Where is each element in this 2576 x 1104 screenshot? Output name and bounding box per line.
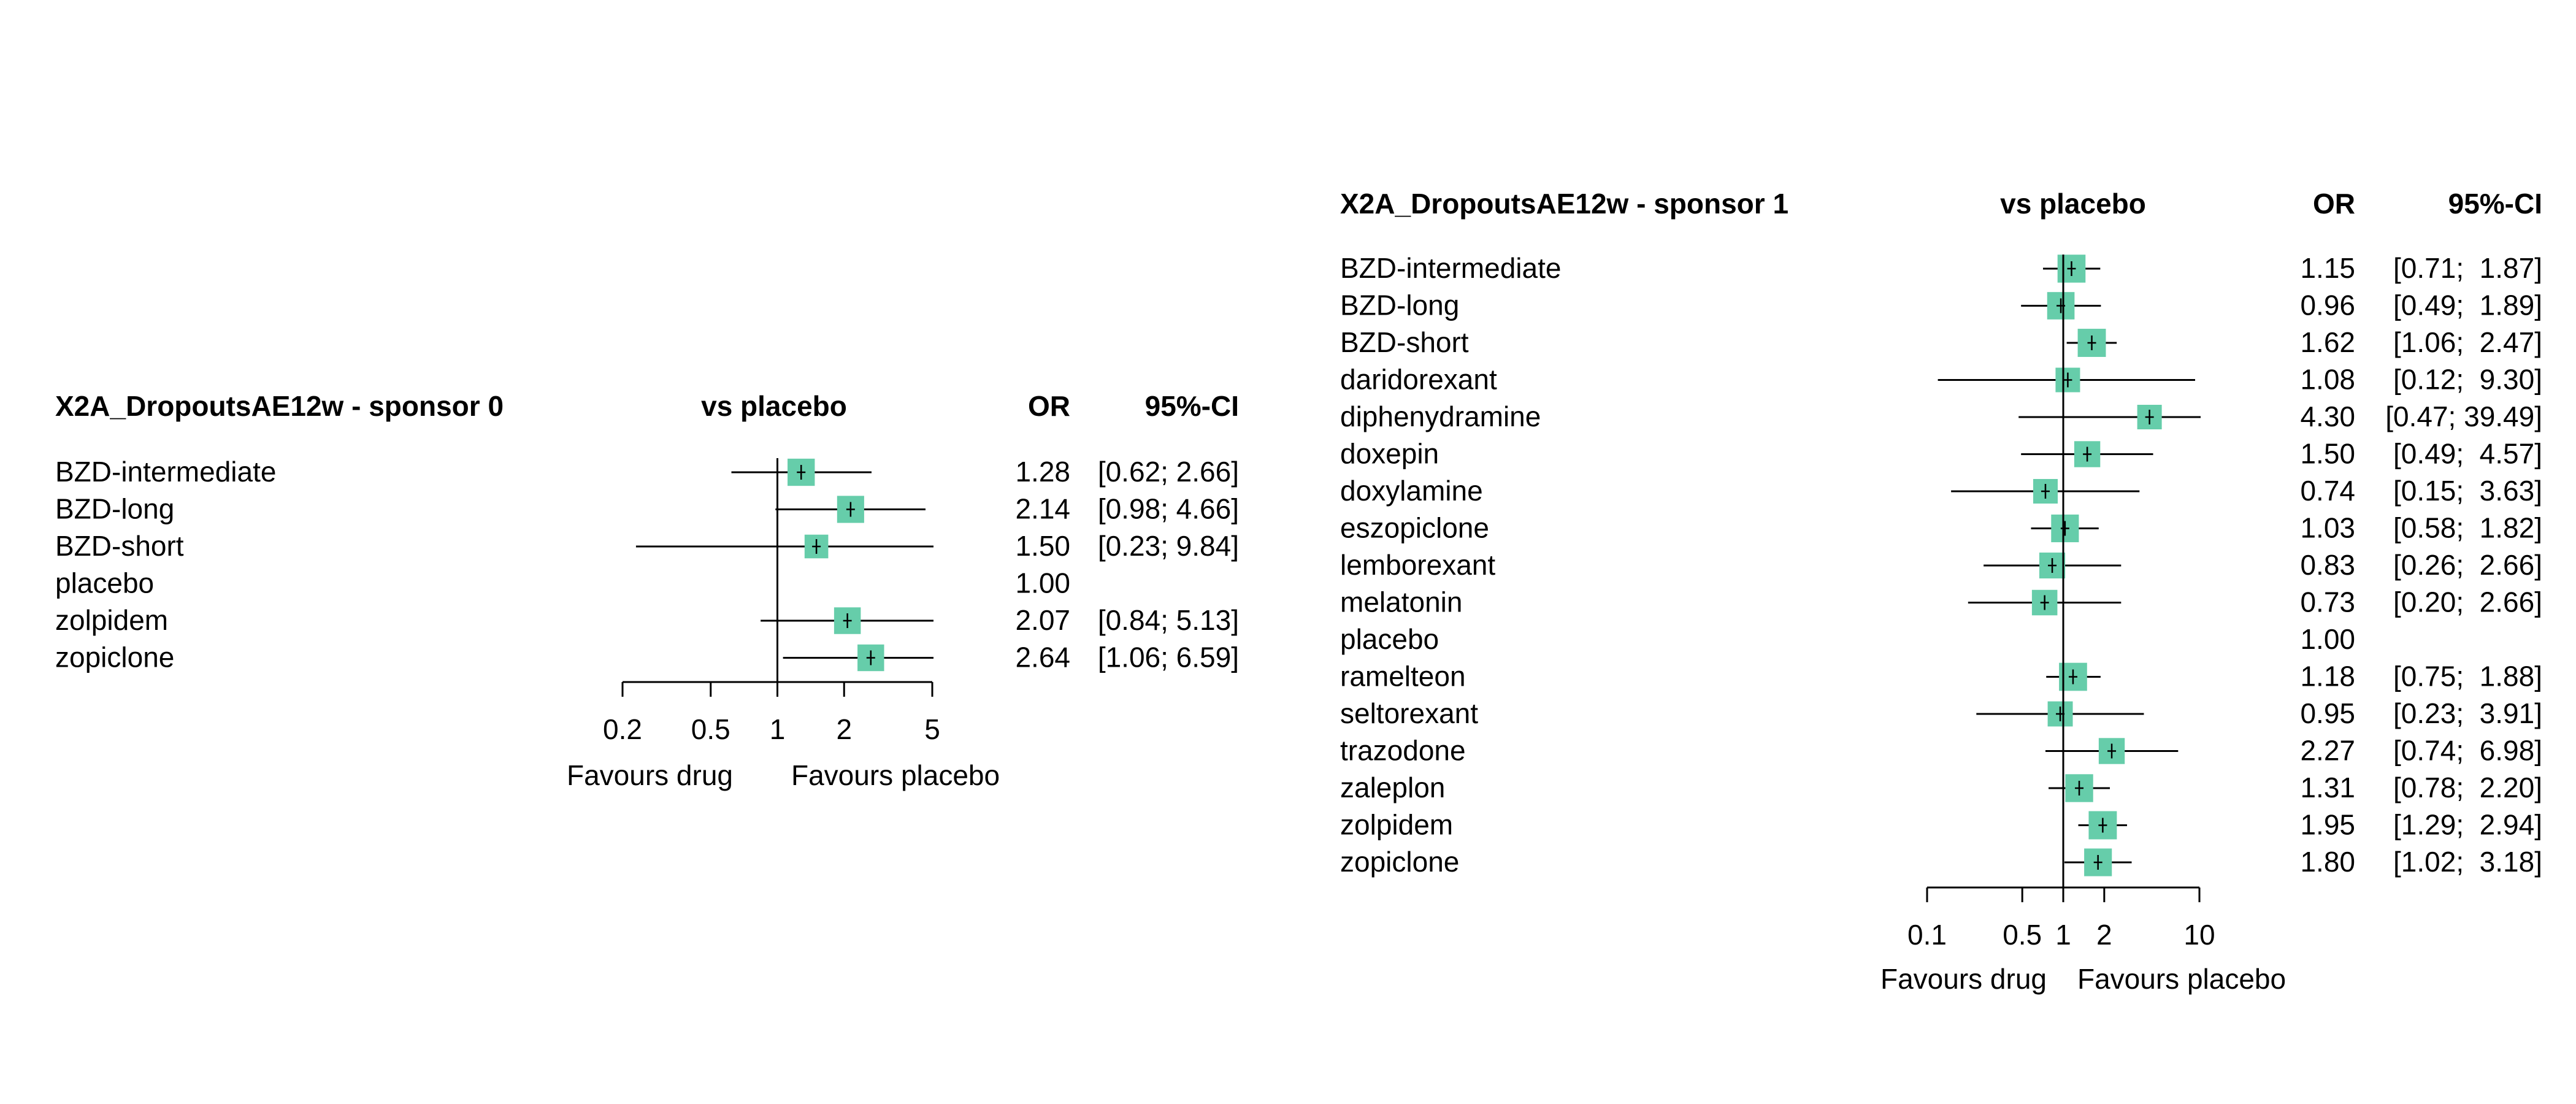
treatment-label: placebo bbox=[55, 567, 154, 599]
ci-value: [0.49; 4.57] bbox=[2393, 438, 2542, 470]
treatment-label: seltorexant bbox=[1340, 697, 1478, 729]
treatment-label: BZD-intermediate bbox=[55, 456, 276, 488]
panel-0-favours-placebo: Favours placebo bbox=[791, 759, 1000, 791]
x-tick-label: 5 bbox=[924, 713, 940, 745]
or-value: 1.95 bbox=[2300, 809, 2355, 841]
x-tick-label: 1 bbox=[770, 713, 786, 745]
ci-value: [0.26; 2.66] bbox=[2393, 549, 2542, 581]
ci-value: [0.58; 1.82] bbox=[2393, 512, 2542, 544]
or-value: 2.27 bbox=[2300, 735, 2355, 767]
treatment-label: zopiclone bbox=[1340, 846, 1459, 878]
treatment-label: zaleplon bbox=[1340, 772, 1445, 803]
or-value: 1.28 bbox=[1015, 456, 1070, 488]
x-tick-label: 0.5 bbox=[691, 713, 730, 745]
or-value: 0.74 bbox=[2300, 475, 2355, 507]
treatment-label: BZD-intermediate bbox=[1340, 252, 1561, 284]
treatment-label: BZD-short bbox=[55, 530, 184, 562]
x-tick-label: 0.2 bbox=[603, 713, 642, 745]
or-value: 1.00 bbox=[2300, 623, 2355, 655]
ci-value: [0.23; 3.91] bbox=[2393, 697, 2542, 729]
treatment-label: BZD-long bbox=[55, 493, 174, 525]
panel-1-favours-drug: Favours drug bbox=[1880, 963, 2047, 995]
or-value: 0.83 bbox=[2300, 549, 2355, 581]
ci-value: [0.20; 2.66] bbox=[2393, 586, 2542, 618]
treatment-label: BZD-short bbox=[1340, 326, 1469, 358]
panel-1-ci-header: 95%-CI bbox=[2448, 188, 2542, 220]
ci-value: [0.23; 9.84] bbox=[1098, 530, 1239, 562]
or-value: 0.95 bbox=[2300, 697, 2355, 729]
treatment-label: trazodone bbox=[1340, 735, 1466, 767]
or-value: 1.08 bbox=[2300, 364, 2355, 396]
ci-value: [0.84; 5.13] bbox=[1098, 604, 1239, 636]
ci-value: [0.62; 2.66] bbox=[1098, 456, 1239, 488]
treatment-label: zolpidem bbox=[1340, 809, 1453, 841]
ci-value: [1.02; 3.18] bbox=[2393, 846, 2542, 878]
treatment-label: eszopiclone bbox=[1340, 512, 1489, 544]
treatment-label: melatonin bbox=[1340, 586, 1462, 618]
x-tick-label: 10 bbox=[2183, 919, 2215, 951]
treatment-label: zopiclone bbox=[55, 642, 174, 673]
panel-1-favours-placebo: Favours placebo bbox=[2077, 963, 2286, 995]
ci-value: [1.06; 6.59] bbox=[1098, 642, 1239, 673]
or-value: 2.64 bbox=[1015, 642, 1070, 673]
ci-value: [1.29; 2.94] bbox=[2393, 809, 2542, 841]
panel-1-compare-header: vs placebo bbox=[2000, 188, 2146, 220]
x-tick-label: 2 bbox=[2096, 919, 2112, 951]
or-value: 2.07 bbox=[1015, 604, 1070, 636]
or-value: 4.30 bbox=[2300, 401, 2355, 432]
x-tick-label: 0.5 bbox=[2003, 919, 2042, 951]
or-value: 1.00 bbox=[1015, 567, 1070, 599]
or-value: 1.18 bbox=[2300, 661, 2355, 692]
panel-1-title: X2A_DropoutsAE12w - sponsor 1 bbox=[1340, 188, 1788, 220]
treatment-label: diphenydramine bbox=[1340, 401, 1541, 432]
panel-0: X2A_DropoutsAE12w - sponsor 0 vs placebo… bbox=[55, 390, 1239, 791]
ci-value: [0.75; 1.88] bbox=[2393, 661, 2542, 692]
ci-value: [0.78; 2.20] bbox=[2393, 772, 2542, 803]
or-value: 1.62 bbox=[2300, 326, 2355, 358]
panel-1-or-header: OR bbox=[2313, 188, 2355, 220]
treatment-label: doxepin bbox=[1340, 438, 1439, 470]
ci-value: [0.15; 3.63] bbox=[2393, 475, 2542, 507]
x-tick-label: 2 bbox=[836, 713, 852, 745]
treatment-label: daridorexant bbox=[1340, 364, 1497, 396]
ci-value: [0.49; 1.89] bbox=[2393, 289, 2542, 321]
ci-value: [0.12; 9.30] bbox=[2393, 364, 2542, 396]
or-value: 0.73 bbox=[2300, 586, 2355, 618]
or-value: 1.80 bbox=[2300, 846, 2355, 878]
or-value: 1.50 bbox=[1015, 530, 1070, 562]
panel-0-title: X2A_DropoutsAE12w - sponsor 0 bbox=[55, 390, 504, 422]
or-value: 1.15 bbox=[2300, 252, 2355, 284]
ci-value: [0.98; 4.66] bbox=[1098, 493, 1239, 525]
ci-value: [0.74; 6.98] bbox=[2393, 735, 2542, 767]
x-tick-label: 1 bbox=[2055, 919, 2071, 951]
treatment-label: zolpidem bbox=[55, 604, 168, 636]
panel-1: X2A_DropoutsAE12w - sponsor 1 vs placebo… bbox=[1340, 188, 2542, 995]
treatment-label: ramelteon bbox=[1340, 661, 1466, 692]
ci-value: [0.71; 1.87] bbox=[2393, 252, 2542, 284]
panel-0-compare-header: vs placebo bbox=[701, 390, 847, 422]
panel-0-or-header: OR bbox=[1028, 390, 1070, 422]
ci-value: [0.47; 39.49] bbox=[2385, 401, 2542, 432]
or-value: 0.96 bbox=[2300, 289, 2355, 321]
treatment-label: lemborexant bbox=[1340, 549, 1495, 581]
or-value: 1.03 bbox=[2300, 512, 2355, 544]
or-value: 1.31 bbox=[2300, 772, 2355, 803]
panel-0-ci-header: 95%-CI bbox=[1145, 390, 1239, 422]
treatment-label: placebo bbox=[1340, 623, 1439, 655]
or-value: 2.14 bbox=[1015, 493, 1070, 525]
treatment-label: BZD-long bbox=[1340, 289, 1459, 321]
treatment-label: doxylamine bbox=[1340, 475, 1483, 507]
x-tick-label: 0.1 bbox=[1907, 919, 1947, 951]
ci-value: [1.06; 2.47] bbox=[2393, 326, 2542, 358]
or-value: 1.50 bbox=[2300, 438, 2355, 470]
panel-0-favours-drug: Favours drug bbox=[567, 759, 733, 791]
